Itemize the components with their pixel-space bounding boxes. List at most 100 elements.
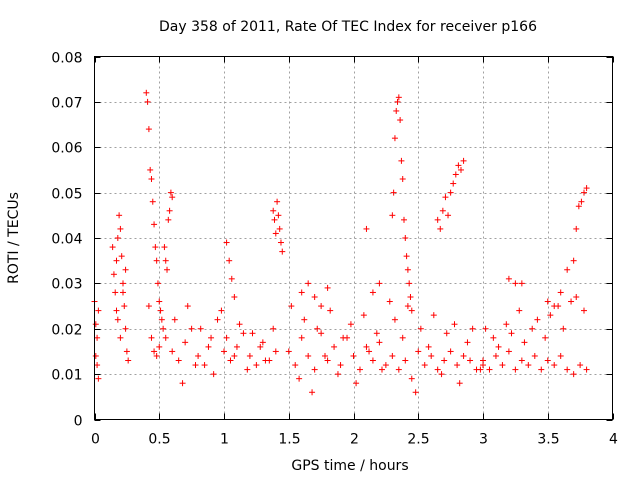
y-tick-label: 0.03 — [51, 277, 82, 293]
data-point — [439, 207, 446, 214]
chart-title: Day 358 of 2011, Rate Of TEC Index for r… — [159, 19, 537, 35]
data-point — [114, 316, 121, 323]
x-tick-label: 2 — [350, 432, 359, 448]
data-point — [118, 253, 125, 260]
data-point — [382, 362, 389, 369]
data-point — [570, 257, 577, 264]
data-point — [434, 216, 441, 223]
data-point — [408, 375, 415, 382]
data-point — [231, 352, 238, 359]
data-point — [117, 334, 124, 341]
data-point — [113, 257, 120, 264]
data-point — [577, 362, 584, 369]
data-point — [154, 280, 161, 287]
data-point — [188, 325, 195, 332]
data-point — [158, 316, 165, 323]
data-point — [557, 352, 564, 359]
data-point — [570, 371, 577, 378]
data-point — [389, 212, 396, 219]
data-point — [363, 225, 370, 232]
y-axis-label: ROTI / TECUs — [6, 192, 22, 284]
data-point — [144, 98, 151, 105]
data-point — [162, 334, 169, 341]
x-tick-labels: 0 0.5 1 1.5 2 2.5 3 3.5 4 — [91, 432, 618, 448]
data-point — [538, 366, 545, 373]
data-point — [272, 348, 279, 355]
data-point — [114, 235, 121, 241]
data-point — [92, 321, 99, 328]
data-point — [347, 321, 354, 328]
data-point — [406, 280, 413, 287]
data-point — [270, 207, 277, 214]
data-point — [408, 307, 415, 314]
data-point — [340, 334, 347, 341]
data-point — [116, 212, 123, 219]
data-point — [314, 325, 321, 332]
data-point — [425, 343, 432, 350]
data-point — [401, 216, 408, 223]
x-tick-label: 2.5 — [407, 432, 429, 448]
data-point — [156, 298, 163, 305]
data-point — [151, 221, 158, 228]
data-point — [318, 303, 325, 310]
data-point — [583, 366, 590, 373]
y-tick-label: 0.06 — [51, 141, 82, 157]
data-point — [298, 334, 305, 341]
data-point — [391, 316, 398, 323]
data-point — [394, 98, 401, 105]
axis-ticks — [94, 56, 614, 421]
data-point — [547, 312, 554, 319]
data-point — [544, 298, 551, 305]
data-point — [438, 371, 445, 378]
y-tick-label: 0 — [74, 414, 83, 430]
data-point — [499, 362, 506, 369]
data-point — [568, 298, 575, 305]
data-point — [123, 348, 130, 355]
data-point — [157, 307, 164, 314]
data-point — [277, 239, 284, 246]
data-point — [305, 280, 312, 287]
data-point — [165, 216, 172, 223]
x-tick-label: 0.5 — [148, 432, 170, 448]
data-point — [125, 357, 132, 364]
data-point — [490, 334, 497, 341]
data-point — [518, 280, 525, 287]
data-point — [301, 316, 308, 323]
data-point — [148, 176, 155, 183]
data-point — [145, 303, 152, 310]
data-point — [551, 362, 558, 369]
data-point — [324, 284, 331, 291]
data-point — [223, 334, 230, 341]
data-point — [279, 248, 286, 255]
data-point — [259, 339, 266, 346]
data-point — [226, 257, 233, 264]
data-point — [557, 289, 564, 296]
data-point — [331, 343, 338, 350]
data-point — [162, 257, 169, 264]
data-point — [353, 380, 360, 387]
data-point — [467, 357, 474, 364]
data-point — [153, 257, 160, 264]
data-point — [503, 321, 510, 328]
data-point — [428, 352, 435, 359]
data-point — [227, 357, 234, 364]
data-point — [452, 171, 459, 178]
y-tick-label: 0.04 — [51, 232, 82, 248]
data-point — [292, 362, 299, 369]
data-point — [171, 316, 178, 323]
data-points — [91, 89, 590, 396]
data-point — [160, 325, 167, 332]
x-tick-label: 1 — [220, 432, 229, 448]
data-point — [395, 94, 402, 101]
x-tick-label: 4 — [609, 432, 618, 448]
data-point — [525, 362, 532, 369]
data-point — [152, 244, 159, 251]
data-point — [119, 280, 126, 287]
data-point — [386, 298, 393, 305]
data-point — [271, 216, 278, 223]
y-tick-labels: 0 0.01 0.02 0.03 0.04 0.05 0.06 0.07 0.08 — [51, 51, 82, 430]
x-tick-label: 3 — [479, 432, 488, 448]
data-point — [564, 366, 571, 373]
data-point — [311, 293, 318, 300]
data-point — [169, 194, 176, 201]
